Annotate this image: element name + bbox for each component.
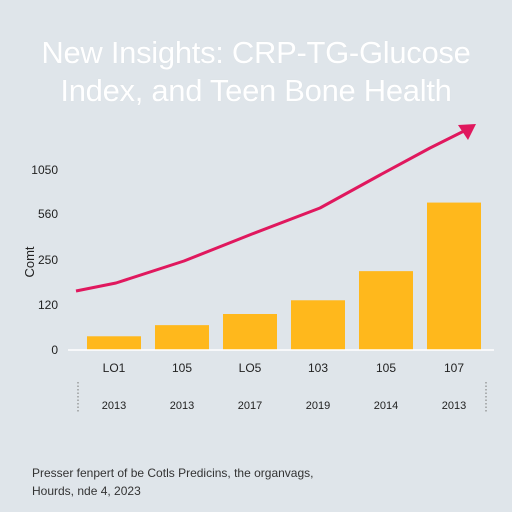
bar — [87, 336, 141, 350]
x-year-label: 2013 — [102, 400, 126, 412]
x-year-label: 2019 — [306, 400, 330, 412]
x-year-label: 2013 — [442, 400, 466, 412]
x-axis-category-labels: LO1 105 LO5 103 105 107 — [103, 361, 465, 375]
chart-title-line-1: New Insights: CRP-TG-Glucose — [41, 35, 471, 70]
trend-line-group — [75, 124, 476, 293]
y-tick-label: 560 — [38, 207, 58, 221]
bar — [359, 271, 413, 350]
y-axis-tick-labels: 0 120 250 560 1050 — [31, 163, 58, 357]
y-tick-label: 120 — [38, 298, 58, 312]
x-category-label: LO5 — [239, 361, 262, 375]
footnote-line-1: Presser fenpert of be Cotls Predicins, t… — [32, 466, 314, 480]
footnote: Presser fenpert of be Cotls Predicins, t… — [32, 464, 313, 500]
chart-title: New Insights: CRP-TG-Glucose Index, and … — [0, 34, 512, 110]
x-axis-year-labels: 2013 2013 2017 2019 2014 2013 — [102, 400, 466, 412]
x-category-label: 105 — [172, 361, 192, 375]
x-category-label: 103 — [308, 361, 328, 375]
bar — [155, 325, 209, 350]
y-tick-label: 1050 — [31, 163, 58, 177]
y-tick-label: 250 — [38, 253, 58, 267]
bars — [87, 202, 481, 350]
trend-arrow-head — [458, 124, 476, 140]
x-category-label: 105 — [376, 361, 396, 375]
x-year-label: 2017 — [238, 400, 262, 412]
x-year-label: 2014 — [374, 400, 398, 412]
bar — [427, 202, 481, 350]
bar — [291, 300, 345, 350]
footnote-line-2: Hourds, nde 4, 2023 — [32, 484, 141, 498]
x-year-label: 2013 — [170, 400, 194, 412]
trend-line — [75, 125, 473, 293]
bar — [223, 314, 277, 350]
x-category-label: LO1 — [103, 361, 126, 375]
x-category-label: 107 — [444, 361, 464, 375]
y-axis-label: Comt — [22, 246, 37, 277]
chart-title-line-2: Index, and Teen Bone Health — [60, 73, 452, 108]
y-tick-label: 0 — [51, 343, 58, 357]
